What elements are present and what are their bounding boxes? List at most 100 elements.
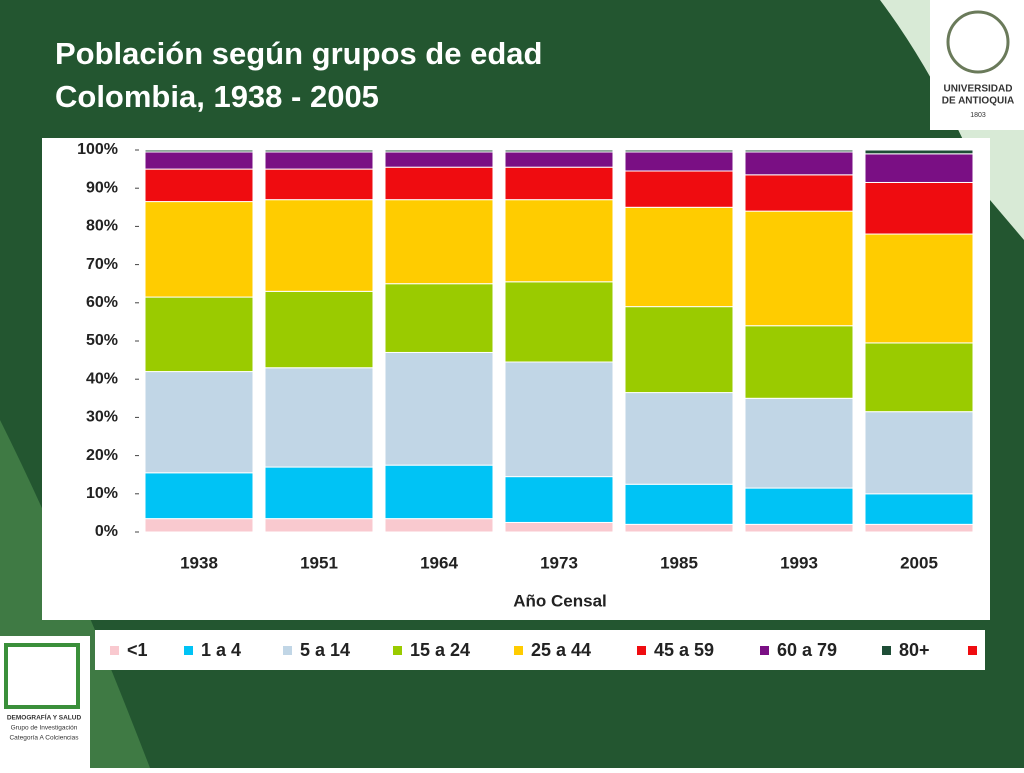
logo-bg [0, 636, 90, 768]
bar-segment [264, 290, 374, 369]
bar-segment [744, 523, 854, 533]
bar-segment [744, 325, 854, 399]
legend-swatch [637, 646, 646, 655]
x-tick-label: 1964 [420, 553, 458, 572]
bar-segment [624, 149, 734, 153]
logo-mark [4, 643, 80, 709]
chart-subtitle: Colombia, 1938 - 2005 [55, 79, 379, 114]
x-tick-label: 1993 [780, 553, 818, 572]
legend-swatch [110, 646, 119, 655]
legend-label: 60 a 79 [777, 640, 837, 660]
bar-segment [144, 201, 254, 298]
bar-segment [144, 472, 254, 520]
bar-segment [624, 170, 734, 208]
legend-label: 1 a 4 [201, 640, 241, 660]
legend-label: 15 a 24 [410, 640, 470, 660]
bar-segment [864, 149, 974, 155]
y-tick-label: 40% [86, 370, 118, 387]
y-tick-label: 10% [86, 485, 118, 502]
x-tick-label: 1951 [300, 553, 338, 572]
bar-segment [624, 151, 734, 172]
legend-swatch [968, 646, 977, 655]
legend-swatch [393, 646, 402, 655]
bar-segment [144, 168, 254, 203]
bar-segment [384, 351, 494, 466]
bar-segment [504, 476, 614, 523]
bar-segment [264, 518, 374, 533]
legend-label: 25 a 44 [531, 640, 591, 660]
x-axis-label: Año Censal [513, 591, 607, 610]
legend-label: 45 a 59 [654, 640, 714, 660]
y-tick-label: 0% [95, 523, 118, 540]
bar-segment [264, 199, 374, 292]
bar-segment [744, 487, 854, 525]
bar-segment [264, 367, 374, 468]
logo-bg [930, 0, 1024, 130]
bar-segment [384, 199, 494, 285]
bar-segment [144, 296, 254, 373]
bar-segment [864, 493, 974, 525]
bar-segment [144, 151, 254, 170]
y-tick-label: 80% [86, 218, 118, 235]
y-tick-label: 20% [86, 447, 118, 464]
bar-segment [864, 153, 974, 183]
bar-segment [384, 149, 494, 153]
bar-segment [864, 342, 974, 413]
legend-swatch [514, 646, 523, 655]
chart-title: Población según grupos de edad [55, 36, 542, 71]
bar-segment [864, 523, 974, 533]
bar-segment [384, 166, 494, 201]
legend-swatch [184, 646, 193, 655]
bar-segment [504, 166, 614, 201]
bar-segment [264, 151, 374, 170]
x-tick-label: 1985 [660, 553, 698, 572]
logo-text: Categoría A Colciencias [9, 735, 79, 742]
y-tick-label: 60% [86, 294, 118, 311]
bar-segment [504, 199, 614, 283]
bar-segment [744, 397, 854, 489]
x-tick-label: 1938 [180, 553, 218, 572]
bar-segment [744, 151, 854, 176]
x-tick-label: 1973 [540, 553, 578, 572]
bar-segment [864, 181, 974, 235]
bar-segment [624, 306, 734, 394]
bar-segment [624, 206, 734, 308]
legend-label: 80+ [899, 640, 930, 660]
legend-swatch [760, 646, 769, 655]
y-tick-label: 30% [86, 409, 118, 426]
bar-segment [384, 464, 494, 520]
logo-text: 1803 [970, 112, 986, 119]
y-tick-label: 90% [86, 179, 118, 196]
bar-segment [504, 151, 614, 168]
bar-segment [504, 149, 614, 153]
legend [95, 630, 985, 670]
bar-segment [624, 392, 734, 485]
legend-swatch [882, 646, 891, 655]
bar-segment [744, 174, 854, 212]
bar-segment [384, 151, 494, 168]
bar-segment [264, 168, 374, 201]
bar-segment [384, 283, 494, 353]
bar-segment [144, 149, 254, 153]
bar-segment [384, 518, 494, 533]
bar-segment [624, 483, 734, 525]
bar-segment [624, 523, 734, 533]
bar-segment [864, 233, 974, 344]
y-tick-label: 100% [77, 141, 118, 158]
bar-segment [744, 210, 854, 327]
logo-text: DEMOGRAFÍA Y SALUD [7, 713, 82, 722]
bar-segment [744, 149, 854, 153]
logo-text: UNIVERSIDAD [944, 84, 1013, 95]
legend-swatch [283, 646, 292, 655]
y-tick-label: 70% [86, 256, 118, 273]
logo-text: Grupo de Investigación [11, 725, 78, 732]
bar-segment [264, 149, 374, 153]
bar-segment [504, 521, 614, 533]
y-tick-label: 50% [86, 332, 118, 349]
bar-segment [504, 361, 614, 478]
bar-segment [264, 466, 374, 520]
legend-label: 5 a 14 [300, 640, 350, 660]
bar-segment [864, 411, 974, 495]
logo-text: DE ANTIOQUIA [942, 96, 1014, 107]
